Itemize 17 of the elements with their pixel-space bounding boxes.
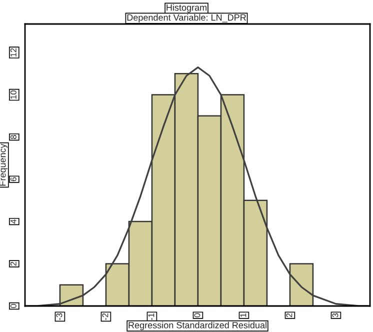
x-tick-label: -2: [102, 313, 108, 320]
chart-title: Histogram: [166, 4, 206, 13]
y-tick-label: 2: [10, 262, 16, 266]
x-tick-label: -3: [56, 313, 62, 320]
y-tick-label: 10: [10, 90, 16, 99]
y-tick-label: 4: [10, 219, 16, 224]
y-tick-label: 0: [10, 304, 16, 308]
y-tick-label: 6: [10, 177, 16, 182]
x-tick-label: 1: [240, 313, 246, 317]
y-tick-label: 8: [10, 135, 16, 139]
chart-subtitle: Dependent Variable: LN_DPR: [127, 14, 246, 22]
x-tick-label: 2: [286, 313, 292, 318]
x-tick-label: 0: [194, 313, 200, 318]
x-axis-title: Regression Standardized Residual: [128, 322, 266, 330]
y-tick-label: 12: [10, 48, 16, 57]
x-tick-label: -1: [148, 313, 154, 320]
x-tick-label: 3: [332, 313, 338, 318]
